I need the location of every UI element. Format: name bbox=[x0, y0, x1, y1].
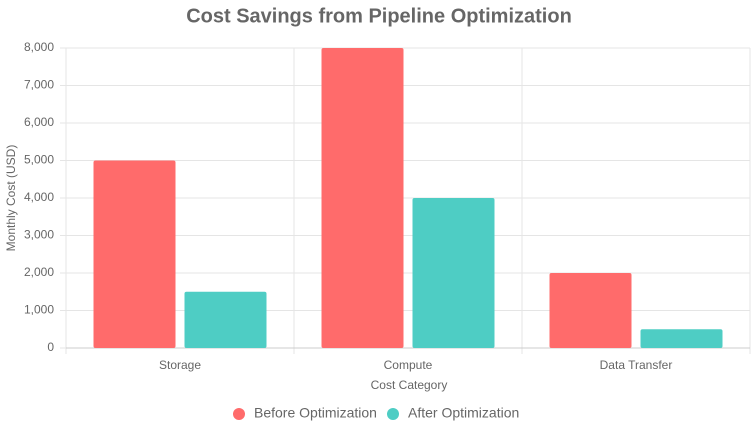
x-tick-label: Storage bbox=[159, 358, 201, 372]
bar bbox=[93, 160, 176, 348]
y-tick-label: 8,000 bbox=[24, 40, 54, 54]
y-tick-label: 2,000 bbox=[24, 265, 54, 279]
legend-label: Before Optimization bbox=[254, 405, 377, 421]
legend-marker bbox=[233, 408, 245, 420]
chart-title: Cost Savings from Pipeline Optimization bbox=[186, 5, 572, 27]
y-tick-label: 1,000 bbox=[24, 303, 54, 317]
y-tick-label: 6,000 bbox=[24, 115, 54, 129]
bar bbox=[549, 273, 632, 348]
y-tick-label: 7,000 bbox=[24, 78, 54, 92]
x-tick-label: Compute bbox=[384, 358, 433, 372]
legend-marker bbox=[387, 408, 399, 420]
y-tick-label: 0 bbox=[47, 340, 54, 354]
y-tick-label: 3,000 bbox=[24, 228, 54, 242]
bar bbox=[184, 291, 267, 348]
x-axis-title: Cost Category bbox=[371, 378, 448, 392]
bar bbox=[640, 329, 723, 348]
y-tick-label: 4,000 bbox=[24, 190, 54, 204]
y-axis-title: Monthly Cost (USD) bbox=[4, 145, 18, 252]
y-tick-label: 5,000 bbox=[24, 153, 54, 167]
x-tick-label: Data Transfer bbox=[600, 358, 673, 372]
bar bbox=[321, 48, 404, 348]
bar bbox=[412, 198, 495, 348]
legend-label: After Optimization bbox=[408, 405, 519, 421]
